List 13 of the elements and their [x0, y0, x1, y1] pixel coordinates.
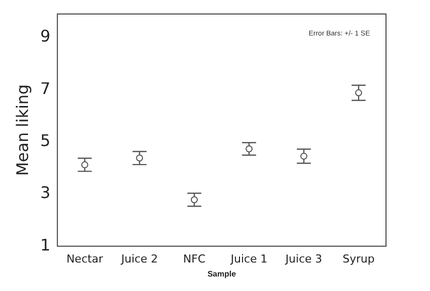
y-tick-label: 9 — [40, 26, 50, 46]
x-tick-label: Nectar — [66, 252, 104, 266]
y-tick-label: 1 — [40, 235, 50, 254]
x-axis-title: Sample — [207, 269, 236, 278]
y-tick-label: 5 — [40, 130, 50, 150]
x-tick-label: NFC — [183, 252, 206, 266]
y-axis-title: Mean liking — [12, 84, 32, 176]
y-tick-label: 7 — [40, 78, 50, 98]
x-tick-label: Syrup — [342, 252, 375, 266]
x-tick-label: Juice 1 — [230, 252, 268, 266]
x-tick-label: Juice 3 — [284, 252, 322, 266]
x-tick-label: Juice 2 — [120, 252, 158, 266]
y-tick-label: 3 — [40, 183, 50, 202]
